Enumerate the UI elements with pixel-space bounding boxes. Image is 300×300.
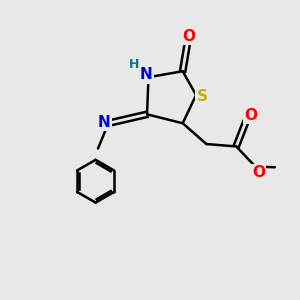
Text: O: O bbox=[252, 165, 265, 180]
Text: O: O bbox=[244, 108, 258, 123]
Text: O: O bbox=[182, 29, 195, 44]
Text: N: N bbox=[140, 67, 152, 82]
Text: N: N bbox=[98, 115, 110, 130]
Text: S: S bbox=[196, 89, 208, 104]
Text: H: H bbox=[129, 58, 140, 71]
